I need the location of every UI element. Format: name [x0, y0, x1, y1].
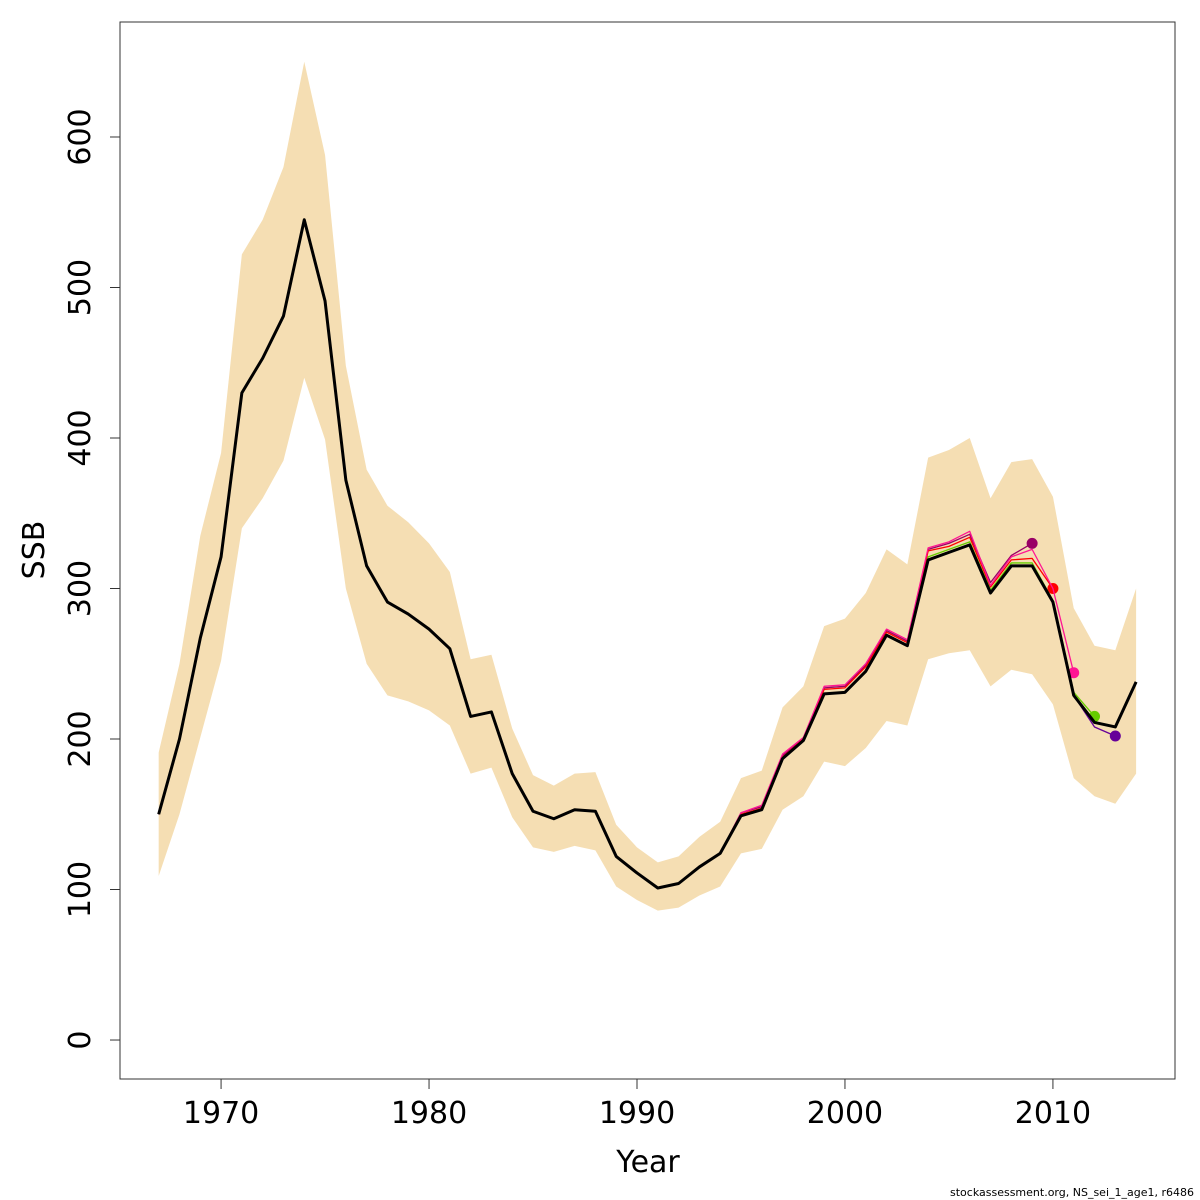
end-point — [1026, 537, 1038, 549]
x-tick-label: 1980 — [391, 1096, 467, 1131]
y-tick-label: 500 — [63, 259, 98, 316]
y-tick-label: 300 — [63, 560, 98, 617]
y-tick-label: 100 — [63, 861, 98, 918]
y-tick-label: 600 — [63, 108, 98, 165]
footer: stockassessment.org, NS_sei_1_age1, r648… — [950, 1186, 1194, 1199]
x-tick-label: 2000 — [807, 1096, 883, 1131]
series-line — [157, 218, 1138, 890]
end-point — [1068, 667, 1080, 679]
y-axis-label: SSB — [17, 521, 52, 580]
y-tick-label: 0 — [63, 1030, 98, 1049]
y-tick-label: 200 — [63, 710, 98, 767]
x-axis-label: Year — [615, 1145, 680, 1180]
confidence-band — [158, 61, 1137, 911]
x-tick-label: 2010 — [1015, 1096, 1091, 1131]
x-tick-label: 1970 — [183, 1096, 259, 1131]
x-tick-label: 1990 — [599, 1096, 675, 1131]
y-tick-label: 400 — [63, 409, 98, 466]
end-point — [1109, 730, 1121, 742]
